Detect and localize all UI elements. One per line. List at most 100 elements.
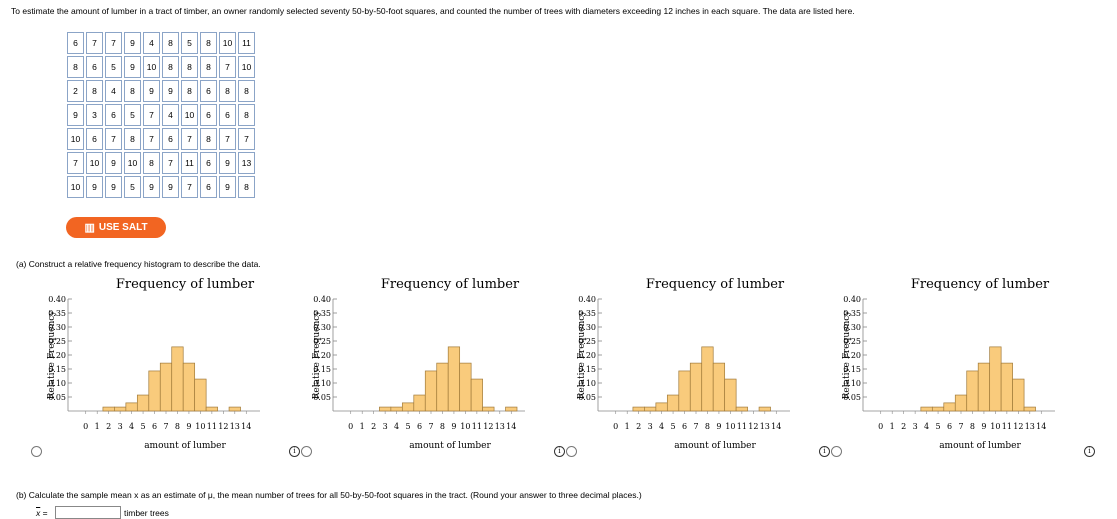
y-tick-label: 0.35 <box>578 309 596 318</box>
histogram-svg: Frequency of lumber Relative Frequency0.0… <box>47 277 260 451</box>
grid-cell: 7 <box>105 128 122 150</box>
x-tick-label: 6 <box>152 422 157 431</box>
data-table: 6 7 7 9 4 8 5 8 10 11 8 6 5 9 10 8 8 8 7 10 2 8 4 8 9 9 8 6 8 8 9 3 6 5 7 4… <box>65 30 257 200</box>
x-tick-label: 8 <box>440 422 445 431</box>
info-icon[interactable]: i <box>819 446 830 457</box>
grid-cell: 2 <box>67 80 84 102</box>
grid-cell: 9 <box>67 104 84 126</box>
histogram-bar <box>459 362 472 412</box>
histogram-bar <box>989 346 1002 412</box>
info-icon[interactable]: i <box>1084 446 1095 457</box>
grid-cell: 4 <box>143 32 160 54</box>
y-tick-label: 0.30 <box>313 323 331 332</box>
y-tick-label: 0.05 <box>313 393 331 402</box>
grid-cell: 10 <box>67 176 84 198</box>
x-tick-label: 12 <box>748 422 758 431</box>
histogram-svg: Frequency of lumber Relative Frequency0.0… <box>577 277 790 451</box>
x-tick-label: 14 <box>506 422 516 431</box>
x-tick-label: 9 <box>186 422 191 431</box>
option-2-radio[interactable] <box>301 446 312 457</box>
grid-cell: 8 <box>219 80 236 102</box>
x-tick-label: 3 <box>913 422 918 431</box>
grid-cell: 8 <box>181 80 198 102</box>
xbar-equals: = <box>40 508 48 518</box>
x-tick-label: 13 <box>495 422 505 431</box>
x-axis-label: amount of lumber <box>674 441 756 451</box>
grid-row: 6 7 7 9 4 8 5 8 10 11 <box>67 32 255 54</box>
grid-cell: 9 <box>105 152 122 174</box>
y-tick-label: 0.25 <box>48 337 66 346</box>
grid-cell: 10 <box>67 128 84 150</box>
x-tick-label: 12 <box>218 422 228 431</box>
y-tick-label: 0.15 <box>313 365 331 374</box>
grid-cell: 6 <box>200 80 217 102</box>
x-tick-label: 2 <box>901 422 906 431</box>
grid-cell: 11 <box>181 152 198 174</box>
histogram-bar <box>171 346 184 412</box>
grid-row: 7 10 9 10 8 7 11 6 9 13 <box>67 152 255 174</box>
x-tick-label: 10 <box>195 422 205 431</box>
option-3-radio[interactable] <box>566 446 577 457</box>
grid-cell: 8 <box>200 32 217 54</box>
x-tick-label: 10 <box>990 422 1000 431</box>
option-4-radio[interactable] <box>831 446 842 457</box>
histogram-bar <box>943 402 956 412</box>
mean-answer-input[interactable] <box>55 506 121 519</box>
answer-unit: timber trees <box>124 508 169 518</box>
info-icon[interactable]: i <box>289 446 300 457</box>
histogram-bar <box>689 362 703 412</box>
histogram-bar <box>413 394 426 412</box>
grid-cell: 8 <box>124 128 141 150</box>
histogram-bar <box>228 406 241 412</box>
grid-cell: 7 <box>105 32 122 54</box>
grid-cell: 8 <box>181 56 198 78</box>
histogram-bar <box>724 378 737 412</box>
y-tick-label: 0.40 <box>578 295 596 304</box>
chart-title: Frequency of lumber <box>381 277 520 292</box>
y-tick-label: 0.40 <box>313 295 331 304</box>
grid-cell: 6 <box>105 104 122 126</box>
histogram-bar <box>1000 362 1013 412</box>
grid-cell: 7 <box>162 152 179 174</box>
y-tick-label: 0.15 <box>48 365 66 374</box>
info-icon[interactable]: i <box>554 446 565 457</box>
histogram-bar <box>114 406 127 412</box>
histogram-bar <box>470 378 483 412</box>
histogram-bar <box>379 406 392 412</box>
y-tick-label: 0.25 <box>843 337 861 346</box>
grid-row: 10 6 7 8 7 6 7 8 7 7 <box>67 128 255 150</box>
grid-cell: 8 <box>238 176 255 198</box>
grid-cell: 8 <box>143 152 160 174</box>
grid-cell: 10 <box>143 56 160 78</box>
x-tick-label: 7 <box>428 422 433 431</box>
y-tick-label: 0.40 <box>843 295 861 304</box>
grid-cell: 8 <box>162 56 179 78</box>
x-tick-label: 1 <box>625 422 630 431</box>
x-tick-label: 2 <box>106 422 111 431</box>
histogram-bar <box>205 406 218 412</box>
x-tick-label: 4 <box>924 422 929 431</box>
histogram-option-4: Frequency of lumber Relative Frequency 0.0… <box>825 272 1075 452</box>
use-salt-button[interactable]: ▥ USE SALT <box>66 217 166 238</box>
y-tick-label: 0.25 <box>313 337 331 346</box>
histogram-bar <box>1012 378 1025 412</box>
part-b-prompt: (b) Calculate the sample mean x as an es… <box>16 490 642 500</box>
histogram-bar <box>701 346 714 412</box>
y-tick-label: 0.20 <box>843 351 861 360</box>
x-tick-label: 7 <box>958 422 963 431</box>
grid-cell: 9 <box>143 176 160 198</box>
x-tick-label: 13 <box>230 422 240 431</box>
x-tick-label: 4 <box>394 422 399 431</box>
x-tick-label: 10 <box>460 422 470 431</box>
x-tick-label: 4 <box>659 422 664 431</box>
histogram-bar <box>920 406 933 412</box>
histogram-bar <box>182 362 196 412</box>
y-tick-label: 0.05 <box>48 393 66 402</box>
histogram-svg: Frequency of lumber Relative Frequency0.0… <box>842 277 1055 451</box>
problem-intro: To estimate the amount of lumber in a tr… <box>11 6 855 16</box>
histogram-bar <box>758 406 771 412</box>
grid-cell: 9 <box>162 176 179 198</box>
grid-cell: 10 <box>86 152 103 174</box>
option-1-radio[interactable] <box>31 446 42 457</box>
histogram-bar <box>954 394 968 412</box>
